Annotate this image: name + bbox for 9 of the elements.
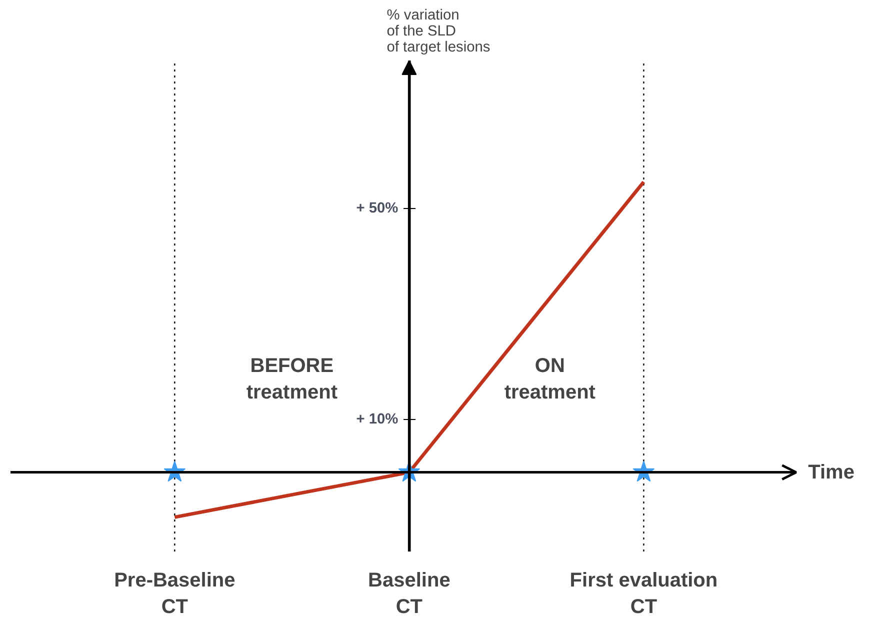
x-tick-label: Baseline CT [368,570,450,618]
x-tick-label: First evaluation CT [570,570,718,618]
x-tick-label: Pre-Baseline CT [114,570,236,618]
y-axis-title: % variation of the SLD of target lesions [386,8,490,56]
y-tick-label: + 50% [356,200,398,216]
x-axis-title: Time [808,461,854,484]
annotation: ON treatment [504,354,596,404]
annotation: BEFORE treatment [246,354,338,404]
y-tick-label: + 10% [356,412,398,428]
